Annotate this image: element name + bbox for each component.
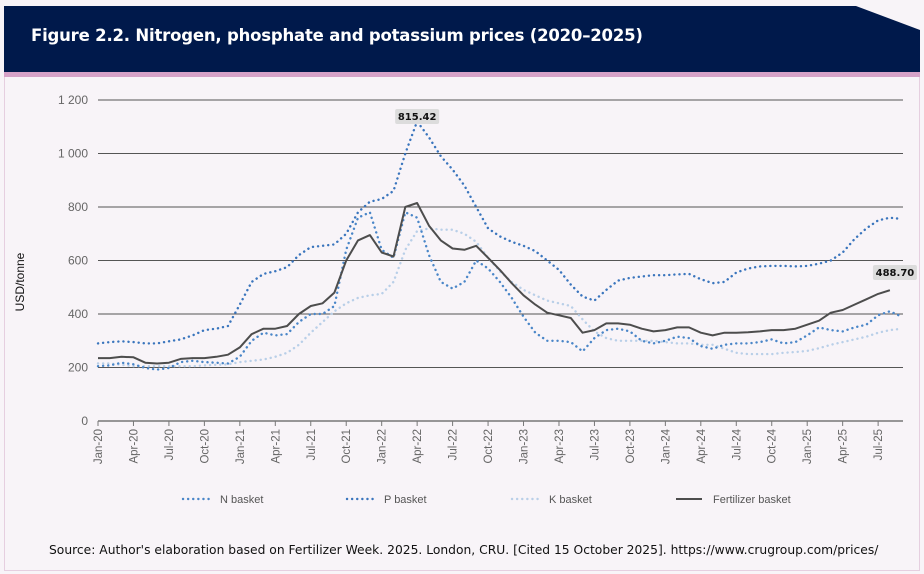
x-tick-label: Jul-23 [589,429,601,460]
series-line-k-basket [96,227,903,368]
x-tick-label: Jul-21 [306,429,318,460]
y-tick-label: 800 [68,200,88,214]
x-tick-label: Apr-20 [128,429,140,464]
x-tick-label: Jul-25 [873,429,885,460]
x-tick-label: Apr-25 [838,429,850,464]
x-tick-label: Oct-20 [199,429,211,464]
series-line-n-basket [96,211,903,371]
source-note: Source: Author's elaboration based on Fe… [49,543,879,557]
x-tick-label: Oct-24 [767,428,779,463]
x-tick-label: Jan-21 [235,429,247,464]
legend-label: K basket [549,494,592,506]
x-tick-label: Apr-21 [270,429,282,464]
y-tick-label: 200 [68,361,88,375]
x-tick-label: Jan-24 [660,428,672,464]
figure-title: Figure 2.2. Nitrogen, phosphate and pota… [31,26,643,45]
x-tick-label: Apr-22 [412,429,424,464]
data-label: 815.42 [398,112,437,123]
x-tick-label: Jul-22 [448,429,460,460]
series-line-fertilizer-basket [98,202,891,365]
figure-header [4,6,920,72]
x-tick-label: Jan-25 [802,429,814,464]
y-tick-label: 600 [68,254,88,268]
x-tick-label: Apr-24 [696,428,708,463]
legend-label: Fertilizer basket [713,494,791,506]
x-tick-label: Jan-23 [519,429,531,464]
data-label: 488.70 [876,268,915,279]
data-label-box [395,109,440,124]
x-tick-label: Apr-23 [554,429,566,464]
x-tick-label: Jan-22 [377,429,389,464]
header-accent-strip [4,72,920,77]
y-tick-label: 0 [81,414,88,428]
series-line-p-basket [96,120,903,345]
legend-label: P basket [384,494,427,506]
chart-panel [4,77,920,571]
x-tick-label: Jan-20 [93,429,105,464]
x-tick-label: Jul-20 [164,429,176,460]
x-tick-label: Jul-24 [731,428,743,460]
y-tick-label: 1 200 [58,93,88,107]
y-tick-label: 1 000 [58,147,88,161]
y-axis-label: USD/tonne [13,252,27,311]
legend-label: N basket [220,494,263,506]
x-tick-label: Oct-22 [483,429,495,464]
x-tick-label: Oct-23 [625,429,637,464]
data-label-box [872,264,917,280]
y-tick-label: 400 [68,307,88,321]
x-tick-label: Oct-21 [341,429,353,464]
